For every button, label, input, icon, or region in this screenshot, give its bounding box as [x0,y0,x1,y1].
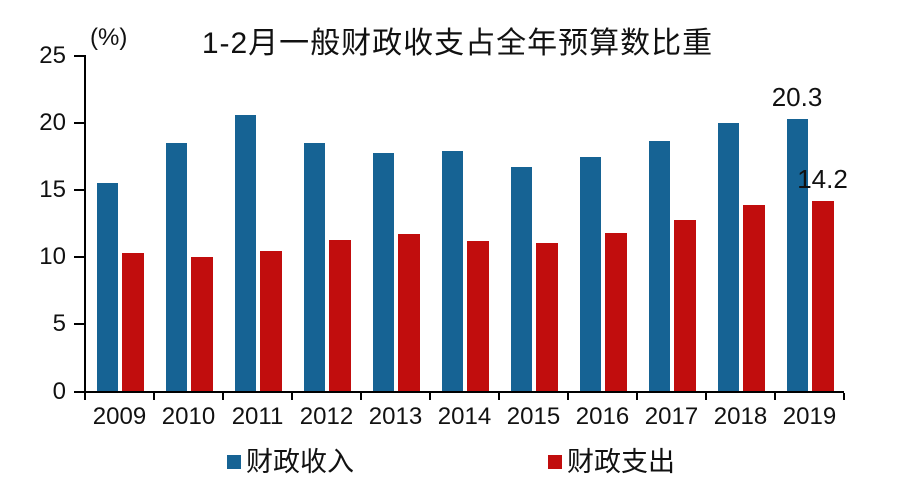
x-tick-label-2014: 2014 [437,403,492,430]
legend-label-expenditure: 财政支出 [567,447,675,477]
bar-expenditure-2011 [259,250,282,392]
bar-expenditure-2019 [811,200,834,392]
bar-expenditure-2018 [742,204,765,392]
legend-item-expenditure: 财政支出 [548,447,675,477]
bar-expenditure-2013 [397,234,420,392]
x-tick-label-2017: 2017 [644,403,699,430]
x-tick-label-2019: 2019 [782,403,837,430]
y-axis-line [84,55,86,393]
bar-revenue-2012 [303,143,325,392]
expenditure-swatch-icon [548,455,562,469]
bar-revenue-2009 [96,183,118,392]
y-tick-label: 0 [52,377,66,405]
bar-revenue-2016 [579,156,601,392]
x-tick-mark [498,393,500,400]
x-tick-label-2011: 2011 [231,403,284,430]
x-tick-label-2018: 2018 [713,403,768,430]
bar-expenditure-2012 [328,239,351,392]
x-tick-mark [291,393,293,400]
x-tick-mark [567,393,569,400]
bar-revenue-2019 [786,119,808,392]
y-tick-mark [74,189,84,192]
bar-revenue-2017 [648,140,670,392]
x-tick-mark [843,393,845,400]
bar-revenue-2015 [510,167,532,392]
x-tick-mark [84,393,86,400]
x-tick-label-2016: 2016 [575,403,630,430]
y-tick-mark [74,256,84,259]
x-tick-label-2013: 2013 [368,403,423,430]
y-tick-mark [74,323,84,326]
x-tick-label-2012: 2012 [299,403,354,430]
legend-label-revenue: 财政收入 [246,447,354,477]
y-tick-label: 25 [39,42,66,69]
x-tick-label-2010: 2010 [161,403,216,430]
bar-revenue-2013 [372,152,394,392]
y-tick-mark [74,55,84,57]
x-tick-mark [636,393,638,400]
x-tick-label-2009: 2009 [92,403,147,430]
y-tick-mark [74,390,84,393]
x-tick-mark [429,393,431,400]
data-label-expenditure: 14.2 [797,163,848,194]
y-axis-unit-label: (%) [90,24,128,51]
y-tick-label: 20 [39,109,66,137]
x-tick-mark [222,393,224,400]
bar-expenditure-2015 [535,242,558,392]
y-tick-mark [74,122,84,125]
bar-expenditure-2017 [673,219,696,392]
legend-item-revenue: 财政收入 [227,447,354,477]
x-tick-mark [153,393,155,400]
x-tick-label-2015: 2015 [506,403,561,430]
bar-expenditure-2009 [121,253,144,392]
chart-title: 1-2月一般财政收支占全年预算数比重 [201,27,714,60]
bar-revenue-2011 [234,115,256,392]
revenue-swatch-icon [227,455,241,469]
y-tick-label: 10 [39,243,66,271]
bar-revenue-2010 [165,143,187,392]
x-axis-line [84,391,844,393]
x-tick-mark [360,393,362,400]
y-tick-label: 5 [52,310,66,338]
x-tick-mark [705,393,707,400]
bar-expenditure-2010 [190,257,213,392]
bar-revenue-2014 [441,151,463,392]
data-label-revenue: 20.3 [771,82,823,113]
y-tick-label: 15 [39,176,66,204]
bar-revenue-2018 [717,123,739,392]
bar-expenditure-2016 [604,233,627,392]
x-tick-mark [774,393,776,400]
bar-expenditure-2014 [466,241,489,392]
